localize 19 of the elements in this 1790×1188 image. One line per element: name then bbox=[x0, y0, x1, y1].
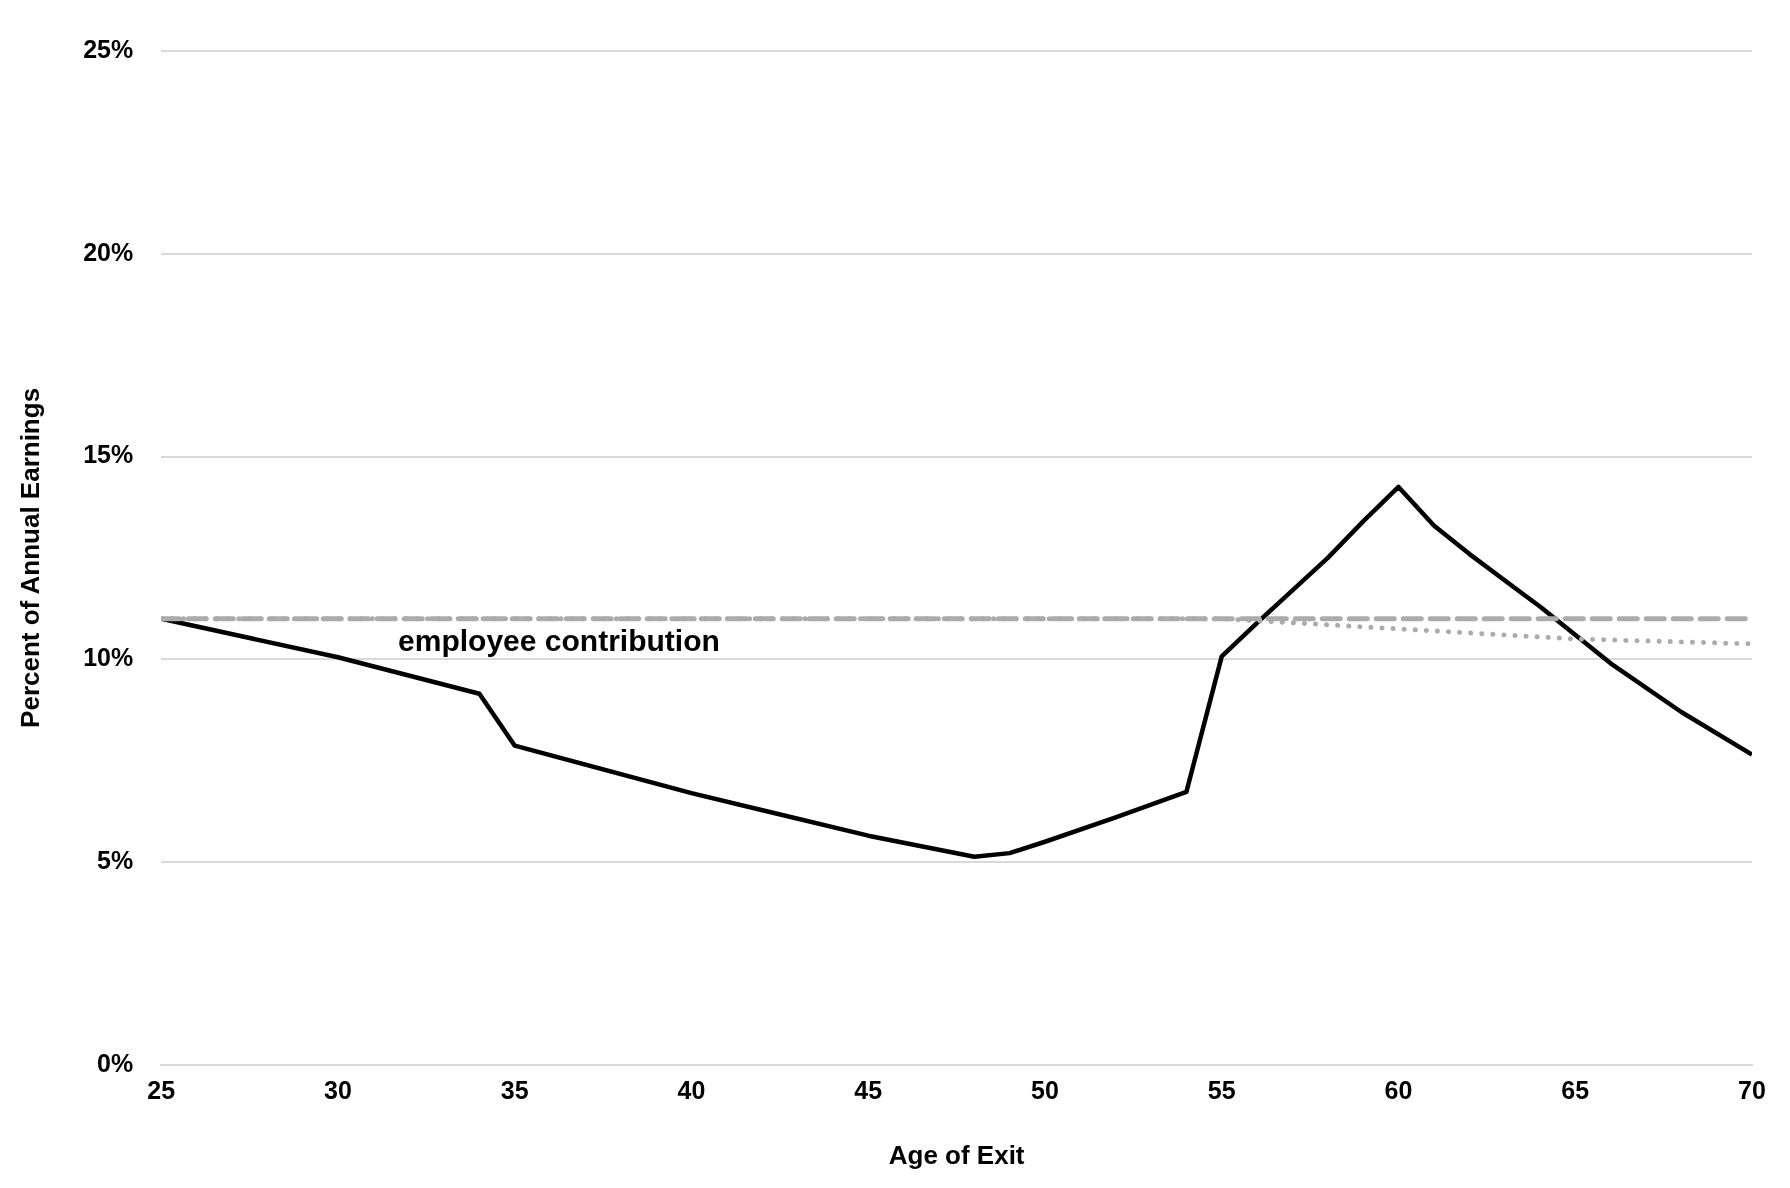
y-tick-label: 20% bbox=[83, 237, 134, 266]
x-axis-title: Age of Exit bbox=[888, 1139, 1025, 1170]
x-tick-label: 25 bbox=[147, 1075, 176, 1104]
x-tick-label: 55 bbox=[1207, 1075, 1236, 1104]
y-tick-label: 25% bbox=[83, 34, 134, 63]
x-tick-label: 35 bbox=[500, 1075, 529, 1104]
y-tick-label: 5% bbox=[97, 845, 134, 874]
x-tick-label: 45 bbox=[854, 1075, 883, 1104]
x-tick-label: 50 bbox=[1031, 1075, 1059, 1104]
x-tick-label: 30 bbox=[324, 1075, 352, 1104]
y-tick-label: 10% bbox=[83, 643, 134, 672]
y-tick-label: 15% bbox=[83, 440, 134, 469]
y-axis-title: Percent of Annual Earnings bbox=[14, 387, 45, 728]
x-tick-label: 70 bbox=[1738, 1075, 1766, 1104]
x-tick-label: 40 bbox=[677, 1075, 706, 1104]
y-tick-label: 0% bbox=[97, 1048, 134, 1077]
x-tick-label: 65 bbox=[1561, 1075, 1590, 1104]
annotation: employee contribution bbox=[398, 623, 720, 657]
x-tick-label: 60 bbox=[1384, 1075, 1413, 1104]
